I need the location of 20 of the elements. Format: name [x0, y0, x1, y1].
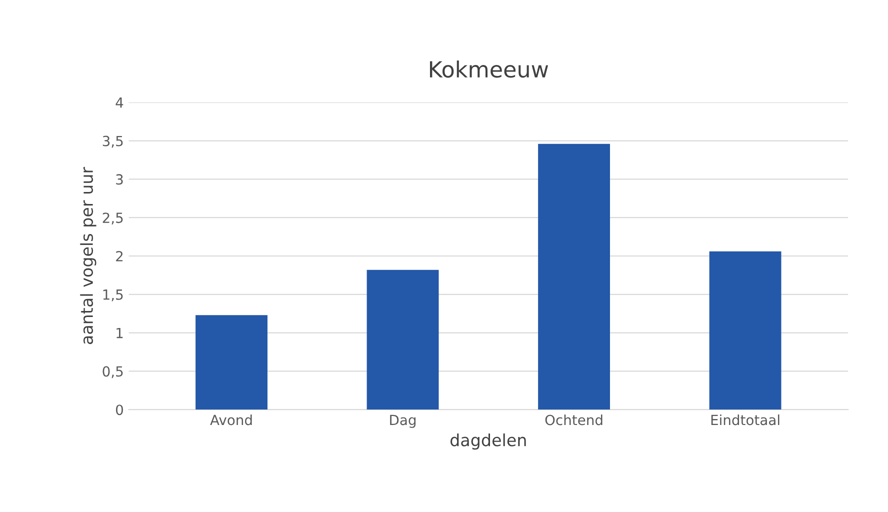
x-tick-label: Dag	[390, 414, 416, 428]
y-tick-label: 3,5	[102, 136, 123, 148]
y-tick-label: 2,5	[102, 212, 123, 224]
y-tick-label: 0,5	[102, 366, 123, 378]
x-tick-label: Avond	[210, 414, 252, 426]
x-tick-label: Eindtotaal	[711, 414, 780, 426]
y-tick-label: 4	[116, 98, 124, 108]
y-tick-label: 3	[116, 174, 123, 185]
x-tick-label: Ochtend	[545, 414, 602, 426]
bar	[196, 315, 268, 410]
y-tick-label: 2	[116, 250, 123, 262]
y-tick-label: 1	[116, 328, 123, 338]
y-axis-title: aantal vogels per uur	[80, 166, 96, 344]
x-axis-title: dagdelen	[450, 433, 526, 450]
bar	[538, 144, 610, 410]
bar	[366, 270, 439, 410]
y-tick-label: 0	[116, 404, 123, 416]
bar	[709, 251, 782, 410]
chart-title: Kokmeeuw	[430, 60, 548, 78]
y-tick-label: 1,5	[103, 290, 123, 302]
